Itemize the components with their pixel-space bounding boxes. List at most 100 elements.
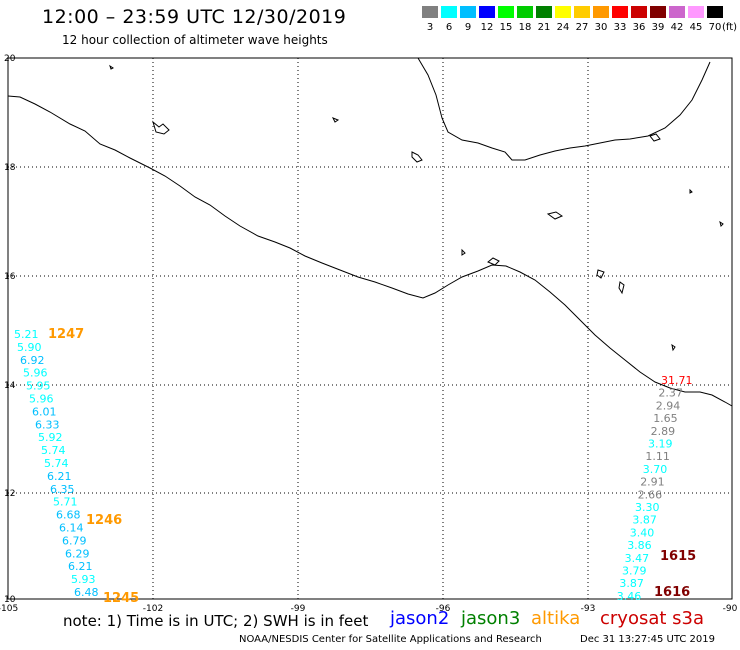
wave-height-value: 3.47 [625, 552, 650, 565]
wave-height-value: 3.87 [619, 577, 644, 590]
track-label: 1247 [48, 327, 84, 342]
legend-label: 39 [651, 22, 665, 33]
generated-timestamp: Dec 31 13:27:45 UTC 2019 [580, 634, 715, 645]
track-labels: 1247 1246 1245 1615 1616 [48, 327, 696, 606]
legend-swatch [650, 6, 666, 18]
credit-line: NOAA/NESDIS Center for Satellite Applica… [239, 634, 542, 645]
legend-swatch [612, 6, 628, 18]
wave-height-value: 6.68 [56, 509, 81, 522]
legend-swatch [460, 6, 476, 18]
legend-swatch [555, 6, 571, 18]
legend-swatch [669, 6, 685, 18]
grid-lines [8, 58, 732, 599]
legend-label: 15 [499, 22, 513, 33]
legend-swatch [498, 6, 514, 18]
wave-height-value: 5.71 [53, 496, 78, 509]
legend-label: 9 [464, 22, 472, 33]
wave-height-value: 3.30 [635, 501, 660, 514]
satellite-altika: altika [531, 608, 581, 629]
legend-label: 27 [575, 22, 589, 33]
wave-height-value: 5.74 [44, 457, 69, 470]
wave-height-value: 5.96 [23, 367, 48, 380]
y-tick-label: 20 [4, 54, 16, 64]
legend-label: 18 [518, 22, 532, 33]
wave-height-value: 5.21 [14, 328, 39, 341]
x-tick-label: -90 [723, 604, 738, 614]
wave-height-value: 2.66 [638, 488, 663, 501]
wave-height-value: 3.46 [617, 590, 642, 603]
y-axis-labels: 20 18 16 14 12 10 [4, 54, 16, 605]
legend-swatch [688, 6, 704, 18]
wave-height-value: 1.11 [645, 450, 670, 463]
legend-label: 21 [537, 22, 551, 33]
wave-height-value: 2.91 [640, 476, 665, 489]
wave-height-value: 3.86 [627, 539, 652, 552]
wave-height-value: 6.21 [47, 470, 72, 483]
legend-swatch [422, 6, 438, 18]
wave-height-value: 3.40 [630, 526, 655, 539]
wave-height-value: 6.01 [32, 405, 57, 418]
wave-height-value: 6.21 [68, 560, 93, 573]
y-tick-label: 16 [4, 272, 16, 282]
wave-height-value: 6.48 [74, 586, 99, 599]
y-tick-label: 12 [4, 489, 15, 499]
legend-label: 45 [689, 22, 703, 33]
legend-label: 36 [632, 22, 646, 33]
footnote: note: 1) Time is in UTC; 2) SWH is in fe… [63, 612, 369, 630]
legend-label: 6 [445, 22, 453, 33]
map-frame [7, 57, 733, 600]
wave-height-value: 2.89 [651, 425, 676, 438]
wave-height-value: 6.79 [62, 534, 87, 547]
wave-height-value: 2.37 [658, 387, 683, 400]
x-tick-label: -105 [0, 604, 18, 614]
coastline-gulf [417, 57, 711, 161]
wave-height-value: 5.92 [38, 431, 63, 444]
legend-swatch [593, 6, 609, 18]
track-label: 1615 [660, 549, 696, 564]
legend-label: 33 [613, 22, 627, 33]
wave-height-value: 31.71 [661, 374, 693, 387]
wave-height-value: 3.19 [648, 438, 673, 451]
wave-height-value: 6.35 [50, 483, 75, 496]
legend-swatch [517, 6, 533, 18]
legend-swatch [707, 6, 723, 18]
wave-height-value: 2.94 [656, 399, 681, 412]
track-label: 1245 [103, 591, 139, 606]
legend-label: 42 [670, 22, 684, 33]
y-tick-label: 18 [4, 163, 16, 173]
wave-height-value: 5.96 [29, 393, 54, 406]
wave-height-value: 5.74 [41, 444, 66, 457]
track-label: 1616 [654, 585, 690, 600]
map-subtitle: 12 hour collection of altimeter wave hei… [62, 33, 328, 47]
x-tick-label: -93 [581, 604, 596, 614]
x-axis-labels: -105 -102 -99 -96 -93 -90 [0, 604, 738, 614]
legend-label: 24 [556, 22, 570, 33]
legend-label: 70 [708, 22, 722, 33]
legend-label: 30 [594, 22, 608, 33]
coastline-pacific [7, 95, 733, 407]
legend-unit: (ft) [722, 22, 738, 33]
wave-height-value: 3.87 [632, 514, 657, 527]
wave-height-value: 3.79 [622, 565, 647, 578]
y-tick-label: 14 [4, 381, 16, 391]
wave-height-value: 6.33 [35, 418, 60, 431]
wave-heights-west: 5.215.906.925.965.955.966.016.335.925.74… [14, 328, 99, 599]
x-tick-label: -102 [143, 604, 163, 614]
wave-height-value: 6.92 [20, 354, 45, 367]
legend-swatch [574, 6, 590, 18]
legend-swatch [536, 6, 552, 18]
y-tick-label: 10 [4, 595, 16, 605]
x-tick-label: -99 [291, 604, 306, 614]
satellite-cryosat-s3a: cryosat s3a [600, 608, 705, 629]
wave-height-value: 5.93 [71, 573, 96, 586]
islands [109, 64, 724, 352]
legend-swatch [441, 6, 457, 18]
wave-heights-east: 31.712.372.941.652.893.191.113.702.912.6… [617, 374, 693, 603]
legend-swatch [479, 6, 495, 18]
legend-swatch [631, 6, 647, 18]
legend-label: 3 [426, 22, 434, 33]
wave-height-value: 6.14 [59, 522, 84, 535]
satellite-jason2: jason2 [390, 608, 450, 629]
wave-height-value: 3.70 [643, 463, 668, 476]
